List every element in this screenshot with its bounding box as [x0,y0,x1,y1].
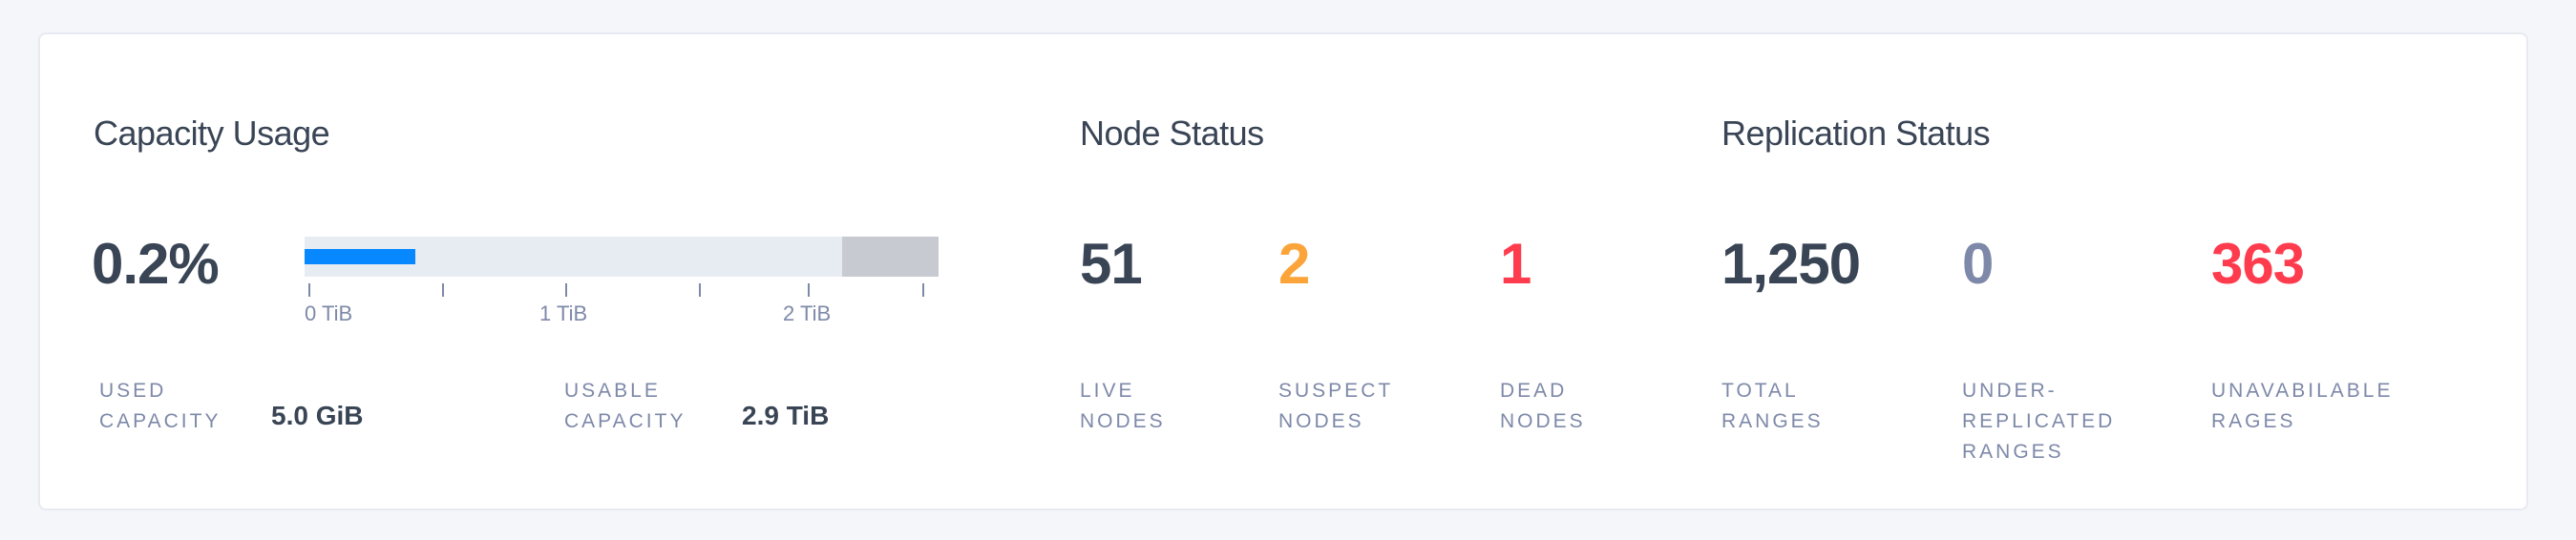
usable-capacity-label: USABLE CAPACITY [564,376,686,437]
used-capacity-value: 5.0 GiB [271,401,364,430]
label-line: REPLICATED [1962,410,2116,432]
label-line: UNAVABILABLE [2211,380,2394,402]
usable-capacity-value: 2.9 TiB [742,401,830,430]
live-nodes-value: 51 [1080,232,1143,296]
live-nodes-label: LIVE NODES [1080,376,1166,437]
label-line: UNDER- [1962,380,2058,402]
capacity-bar [305,237,939,277]
label-line: LIVE [1080,380,1135,402]
axis-tick [922,283,924,297]
suspect-nodes-value: 2 [1278,232,1310,296]
dead-nodes-label: DEAD NODES [1500,376,1586,437]
axis-tick [699,283,701,297]
axis-tick [442,283,444,297]
capacity-percent: 0.2% [92,232,220,296]
axis-label: 1 TiB [539,301,588,325]
label-line: NODES [1278,410,1364,432]
label-line: DEAD [1500,380,1568,402]
label-line: RANGES [1721,410,1824,432]
axis-tick [808,283,810,297]
label-line: NODES [1080,410,1166,432]
capacity-bar-reserved [842,237,939,277]
replication-status-title: Replication Status [1721,114,1991,153]
axis-label: 0 TiB [305,301,353,325]
label-line: USED [99,380,167,402]
label-line: SUSPECT [1278,380,1394,402]
capacity-usage-title: Capacity Usage [94,114,330,153]
label-line: CAPACITY [99,410,222,432]
total-ranges-value: 1,250 [1721,232,1861,296]
label-line: NODES [1500,410,1586,432]
capacity-bar-used [305,249,415,264]
used-capacity-label: USED CAPACITY [99,376,221,437]
label-line: CAPACITY [564,410,686,432]
label-line: RANGES [1962,441,2064,463]
under-replicated-ranges-label: UNDER- REPLICATED RANGES [1962,376,2115,467]
axis-label: 2 TiB [783,301,832,325]
unavailable-ranges-label: UNAVABILABLE RAGES [2211,376,2393,437]
unavailable-ranges-value: 363 [2211,232,2305,296]
total-ranges-label: TOTAL RANGES [1721,376,1824,437]
label-line: RAGES [2211,410,2296,432]
label-line: USABLE [564,380,661,402]
axis-tick [308,283,310,297]
under-replicated-ranges-value: 0 [1962,232,1994,296]
dead-nodes-value: 1 [1500,232,1531,296]
suspect-nodes-label: SUSPECT NODES [1278,376,1393,437]
node-status-title: Node Status [1080,114,1264,153]
axis-tick [565,283,567,297]
label-line: TOTAL [1721,380,1799,402]
